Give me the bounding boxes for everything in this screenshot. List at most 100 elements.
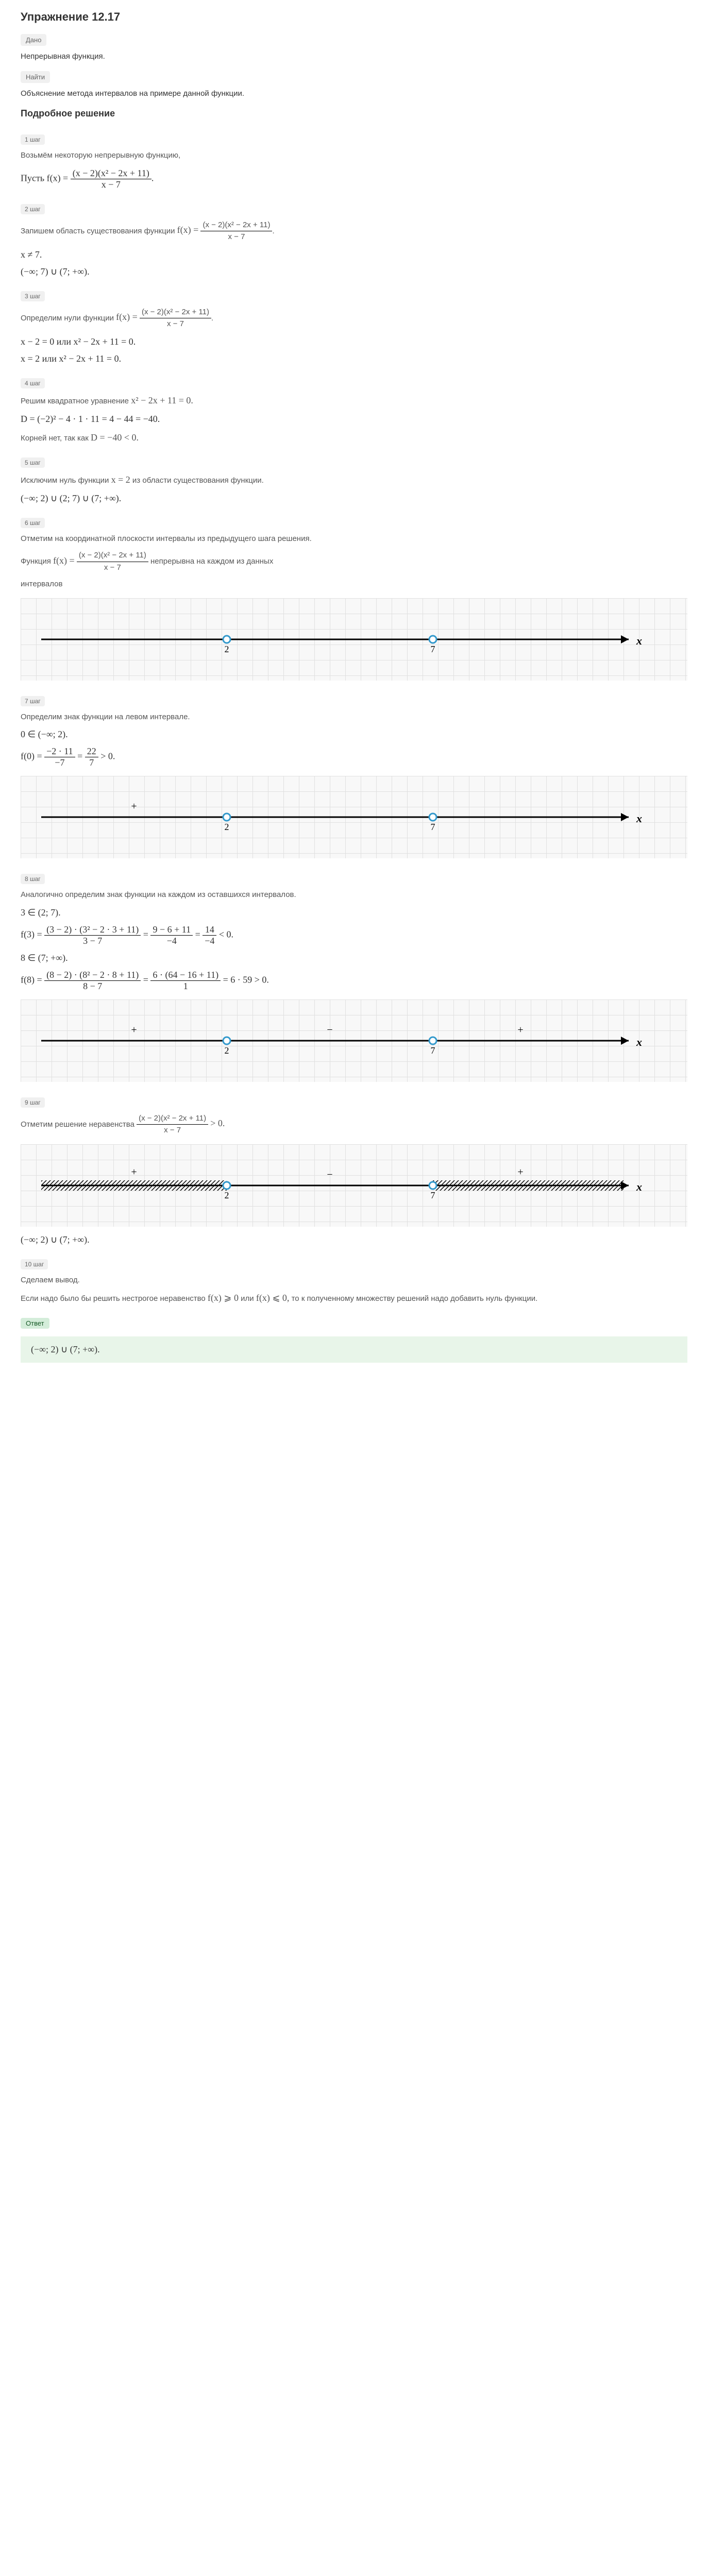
fge0: f(x) ⩾ 0: [208, 1293, 239, 1303]
given-text: Непрерывная функция.: [21, 52, 687, 61]
g2-point-7: 7: [431, 822, 435, 832]
number-line-1: 2 7 x: [31, 608, 649, 670]
step-6-text-3: непрерывна на каждом из данных: [150, 557, 273, 566]
step-7-text: Определим знак функции на левом интервал…: [21, 711, 687, 723]
step-4-badge: 4 шаг: [21, 378, 45, 388]
step-6-text-4: интервалов: [21, 579, 687, 590]
step-1-text: Возьмём некоторую непрерывную функцию,: [21, 150, 687, 162]
graph-4: 2 7 + − + x: [21, 1144, 687, 1227]
f8-res: = 6 · 59 > 0.: [223, 974, 269, 985]
fraction: (x − 2)(x² − 2x + 11) x − 7: [71, 168, 151, 190]
domain-math: (−∞; 7) ∪ (7; +∞).: [21, 266, 687, 277]
numerator-2: (x − 2)(x² − 2x + 11): [200, 219, 272, 232]
step-6-text-b: Функция f(x) = (x − 2)(x² − 2x + 11) x −…: [21, 550, 687, 573]
step-6-text: Отметим на координатной плоскости интерв…: [21, 533, 687, 545]
let-label: Пусть: [21, 173, 44, 183]
g4-plus-2: +: [517, 1166, 523, 1178]
g4-plus-1: +: [131, 1166, 137, 1178]
fx-inline: f(x) =: [177, 225, 199, 235]
step-10-text-2: Если надо было бы решить нестрогое нерав…: [21, 1294, 206, 1303]
roots-2: x = 2 или x² − 2x + 11 = 0.: [21, 353, 687, 364]
denominator-3: x − 7: [140, 318, 211, 330]
quad-eq: x² − 2x + 11 = 0.: [131, 395, 193, 405]
denominator-9: x − 7: [137, 1125, 208, 1137]
g4-point-7: 7: [431, 1190, 435, 1200]
step-4-text-label: Решим квадратное уравнение: [21, 397, 129, 405]
numerator: (x − 2)(x² − 2x + 11): [71, 168, 151, 179]
eight-in: 8 ∈ (7; +∞).: [21, 953, 687, 963]
f0-calc: f(0) = −2 · 11 −7 = 22 7 > 0.: [21, 746, 687, 768]
f8-calc: f(8) = (8 − 2) · (8² − 2 · 8 + 11) 8 − 7…: [21, 970, 687, 992]
g3-point-7: 7: [431, 1045, 435, 1056]
f3-num-1: (3 − 2) · (3² − 2 · 3 + 11): [44, 924, 141, 936]
f3-num-2: 9 − 6 + 11: [150, 924, 193, 936]
fle0: f(x) ⩽ 0,: [256, 1293, 290, 1303]
no-roots-text: Корней нет, так как D = −40 < 0.: [21, 431, 687, 445]
f3-calc: f(3) = (3 − 2) · (3² − 2 · 3 + 11) 3 − 7…: [21, 924, 687, 946]
f0-eq: =: [77, 751, 82, 761]
step-7-badge: 7 шаг: [21, 696, 45, 706]
answer-domain: (−∞; 2) ∪ (7; +∞).: [21, 1234, 687, 1245]
g2-x-axis: x: [636, 812, 642, 825]
step-5-text: Исключим нуль функции x = 2 из области с…: [21, 473, 687, 487]
g3-plus-1: +: [131, 1024, 137, 1036]
step-5-badge: 5 шаг: [21, 457, 45, 468]
g4-x-axis: x: [636, 1180, 642, 1193]
f8-num-2: 6 · (64 − 16 + 11): [150, 970, 221, 981]
fraction-9: (x − 2)(x² − 2x + 11) x − 7: [137, 1113, 208, 1137]
f3-den-3: −4: [203, 936, 216, 946]
f3-den-2: −4: [150, 936, 193, 946]
step-8-badge: 8 шаг: [21, 874, 45, 884]
f8-frac-2: 6 · (64 − 16 + 11) 1: [150, 970, 221, 992]
f0-den-2: 7: [85, 757, 98, 768]
find-badge: Найти: [21, 71, 50, 83]
x-axis-label: x: [636, 634, 642, 647]
f8-den-1: 8 − 7: [44, 981, 141, 992]
solution-title: Подробное решение: [21, 108, 687, 119]
graph-2: 2 7 + x: [21, 776, 687, 858]
g4-point-2: 2: [225, 1190, 229, 1200]
step-1-math: Пусть f(x) = (x − 2)(x² − 2x + 11) x − 7…: [21, 168, 687, 190]
step-5-text-1: Исключим нуль функции: [21, 476, 109, 485]
given-badge: Дано: [21, 34, 46, 46]
step-10-badge: 10 шаг: [21, 1259, 48, 1269]
f3-frac-1: (3 − 2) · (3² − 2 · 3 + 11) 3 − 7: [44, 924, 141, 946]
f8-num-1: (8 − 2) · (8² − 2 · 8 + 11): [44, 970, 141, 981]
fraction-6: (x − 2)(x² − 2x + 11) x − 7: [77, 550, 148, 573]
fraction-3: (x − 2)(x² − 2x + 11) x − 7: [140, 307, 211, 330]
g3-point-2: 2: [225, 1045, 229, 1056]
g3-x-axis: x: [636, 1036, 642, 1048]
x-eq-2: x = 2: [111, 474, 130, 485]
numerator-3: (x − 2)(x² − 2x + 11): [140, 307, 211, 319]
f3-label: f(3) =: [21, 929, 42, 939]
x-ne-7: x ≠ 7.: [21, 249, 687, 260]
f0-gt: > 0.: [100, 751, 115, 761]
g4-minus: −: [327, 1169, 332, 1180]
step-9-text-label: Отметим решение неравенства: [21, 1120, 134, 1128]
intervals-3: (−∞; 2) ∪ (2; 7) ∪ (7; +∞).: [21, 493, 687, 504]
number-line-3: 2 7 + − + x: [31, 1010, 649, 1072]
f0-label: f(0) =: [21, 751, 42, 761]
graph-3: 2 7 + − + x: [21, 999, 687, 1082]
step-4-text: Решим квадратное уравнение x² − 2x + 11 …: [21, 394, 687, 408]
step-2-text-label: Запишем область существования функции: [21, 226, 175, 235]
fraction-2: (x − 2)(x² − 2x + 11) x − 7: [200, 219, 272, 243]
numerator-9: (x − 2)(x² − 2x + 11): [137, 1113, 208, 1125]
denominator-2: x − 7: [200, 231, 272, 243]
point-7-label: 7: [431, 644, 435, 654]
step-6-text-2: Функция: [21, 557, 51, 566]
step-5-text-2: из области существования функции.: [132, 476, 264, 485]
gt-zero: > 0.: [210, 1118, 225, 1128]
step-10-text-4: то к полученному множеству решений надо …: [292, 1294, 538, 1303]
g3-minus: −: [327, 1024, 332, 1036]
step-10-text-block: Если надо было бы решить нестрогое нерав…: [21, 1291, 687, 1305]
f0-frac-1: −2 · 11 −7: [44, 746, 75, 768]
fx-label: f(x) =: [47, 173, 69, 183]
step-3-text: Определим нули функции f(x) = (x − 2)(x²…: [21, 307, 687, 330]
f0-num-2: 22: [85, 746, 98, 757]
step-3-badge: 3 шаг: [21, 291, 45, 301]
f0-frac-2: 22 7: [85, 746, 98, 768]
f8-den-2: 1: [150, 981, 221, 992]
f3-frac-2: 9 − 6 + 11 −4: [150, 924, 193, 946]
discriminant: D = (−2)² − 4 · 1 · 11 = 4 − 44 = −40.: [21, 414, 687, 425]
